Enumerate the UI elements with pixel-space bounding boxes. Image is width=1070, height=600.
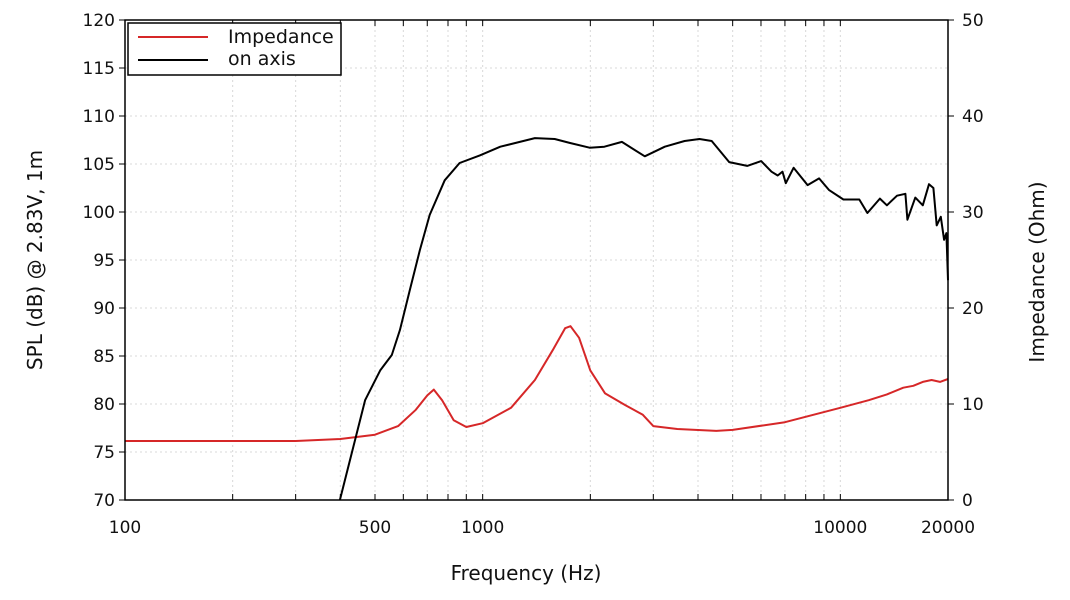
legend-label-on-axis: on axis: [228, 48, 296, 70]
x-tick-label: 100: [109, 518, 141, 538]
y2-tick-label: 40: [962, 107, 984, 127]
curves: [125, 137, 949, 501]
y2-axis-title: Impedance (Ohm): [1025, 181, 1049, 362]
y-tick-label: 100: [83, 203, 115, 223]
y-tick-label: 90: [93, 299, 115, 319]
y-tick-label: 80: [93, 395, 115, 415]
y-tick-label: 110: [83, 107, 115, 127]
series-line-on-axis: [338, 137, 949, 501]
x-tick-label: 1000: [461, 518, 504, 538]
legend-label-impedance: Impedance: [228, 26, 334, 48]
x-tick-label: 10000: [813, 518, 867, 538]
x-axis-title: Frequency (Hz): [451, 561, 602, 585]
y-tick-label: 70: [93, 491, 115, 511]
x-tick-label: 20000: [921, 518, 975, 538]
y2-tick-label: 0: [962, 491, 973, 511]
grid: [124, 19, 949, 501]
y-tick-label: 95: [93, 251, 115, 271]
y2-tick-label: 20: [962, 299, 984, 319]
legend-box: [127, 22, 342, 76]
y-axis-title: SPL (dB) @ 2.83V, 1m: [23, 150, 47, 370]
y-tick-label: 105: [83, 155, 115, 175]
legend: Impedance on axis: [127, 22, 342, 76]
y-tick-label: 115: [83, 59, 115, 79]
series-line-impedance: [125, 325, 949, 442]
y2-tick-label: 10: [962, 395, 984, 415]
ticks: 70 75 80 85 90 95 100 105 110 115 120 0 10 20 30 40 50 10…: [83, 11, 984, 538]
y-tick-label: 75: [93, 443, 115, 463]
y-tick-label: 85: [93, 347, 115, 367]
y2-tick-label: 30: [962, 203, 984, 223]
y-tick-label: 120: [83, 11, 115, 31]
y2-tick-label: 50: [962, 11, 984, 31]
x-tick-label: 500: [359, 518, 391, 538]
